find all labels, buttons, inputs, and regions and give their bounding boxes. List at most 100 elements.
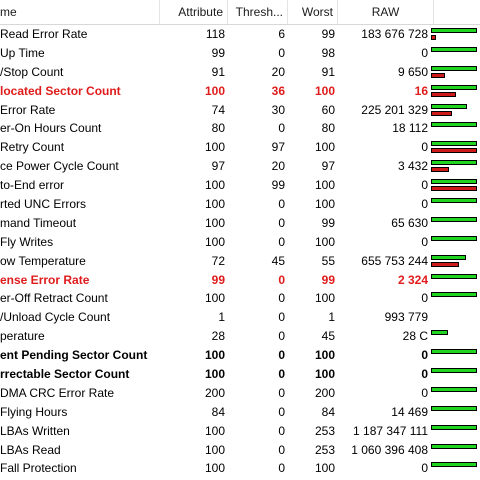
raw-value-cell: 18 112	[392, 121, 428, 136]
worst-cell: 98	[321, 45, 335, 60]
table-row[interactable]: ense Error Rate 99 0 99 2 324	[0, 271, 480, 290]
health-bar	[431, 443, 477, 449]
table-row[interactable]: Fall Protection 100 0 100 0	[0, 459, 480, 478]
raw-value-cell: 0	[421, 45, 428, 60]
table-row[interactable]: /Unload Cycle Count 1 0 1 993 779	[0, 308, 480, 327]
column-header-name[interactable]: me	[0, 0, 160, 24]
table-row[interactable]: to-End error 100 99 100 0	[0, 176, 480, 195]
table-row[interactable]: LBAs Read 100 0 253 1 060 396 408	[0, 441, 480, 460]
worst-cell: 100	[314, 140, 335, 155]
table-row[interactable]: ent Pending Sector Count 100 0 100 0	[0, 346, 480, 365]
status-bars-cell	[430, 422, 480, 441]
table-row[interactable]: ce Power Cycle Count 97 20 97 3 432	[0, 157, 480, 176]
table-row[interactable]: Error Rate 74 30 60 225 201 329	[0, 101, 480, 120]
column-header-status-bar[interactable]	[434, 0, 480, 24]
worst-cell: 100	[314, 234, 335, 249]
status-bars-cell	[430, 308, 480, 327]
worst-cell: 100	[314, 348, 335, 363]
attribute-name-cell: Read Error Rate	[0, 27, 88, 41]
attribute-value-cell: 100	[204, 367, 225, 382]
risk-bar	[431, 167, 449, 173]
worst-cell: 97	[321, 159, 335, 174]
column-header-worst[interactable]: Worst	[288, 0, 338, 24]
worst-cell: 99	[321, 215, 335, 230]
threshold-cell: 0	[278, 329, 285, 344]
raw-value-cell: 0	[421, 140, 428, 155]
attribute-name-cell: DMA CRC Error Rate	[0, 385, 115, 400]
threshold-cell: 0	[278, 121, 285, 136]
table-row[interactable]: rrectable Sector Count 100 0 100 0	[0, 365, 480, 384]
table-row[interactable]: perature 28 0 45 28 C	[0, 327, 480, 346]
raw-value-cell: 655 753 244	[361, 253, 428, 268]
attribute-name-cell: er-On Hours Count	[0, 121, 102, 136]
threshold-cell: 0	[278, 461, 285, 476]
worst-cell: 99	[321, 272, 335, 287]
worst-cell: 91	[321, 64, 335, 79]
threshold-cell: 0	[278, 404, 285, 419]
table-row[interactable]: er-On Hours Count 80 0 80 18 112	[0, 119, 480, 138]
raw-value-cell: 183 676 728	[361, 27, 428, 41]
raw-value-cell: 0	[421, 178, 428, 193]
attribute-value-cell: 200	[204, 385, 225, 400]
table-row[interactable]: located Sector Count 100 36 100 16	[0, 82, 480, 101]
threshold-cell: 0	[278, 367, 285, 382]
attribute-value-cell: 100	[204, 178, 225, 193]
worst-cell: 100	[314, 367, 335, 382]
health-bar	[431, 368, 477, 374]
health-bar	[431, 254, 466, 260]
attribute-name-cell: Retry Count	[0, 140, 65, 155]
column-header-threshold[interactable]: Thresh...	[228, 0, 288, 24]
attribute-value-cell: 100	[204, 348, 225, 363]
attribute-name-cell: ent Pending Sector Count	[0, 348, 148, 363]
status-bars-cell	[430, 289, 480, 308]
raw-value-cell: 9 650	[397, 64, 428, 79]
table-row[interactable]: mand Timeout 100 0 99 65 630	[0, 214, 480, 233]
health-bar	[431, 405, 477, 411]
status-bars-cell	[430, 214, 480, 233]
attribute-name-cell: Fall Protection	[0, 461, 77, 476]
table-row[interactable]: Retry Count 100 97 100 0	[0, 138, 480, 157]
threshold-cell: 20	[271, 64, 285, 79]
raw-value-cell: 65 630	[391, 215, 428, 230]
column-header-attribute[interactable]: Attribute	[160, 0, 228, 24]
attribute-value-cell: 100	[204, 461, 225, 476]
health-bar	[431, 122, 477, 128]
table-row[interactable]: Read Error Rate 118 6 99 183 676 728	[0, 25, 480, 44]
table-row[interactable]: er-Off Retract Count 100 0 100 0	[0, 289, 480, 308]
threshold-cell: 6	[278, 27, 285, 41]
health-bar	[431, 179, 477, 185]
threshold-cell: 99	[271, 178, 285, 193]
worst-cell: 60	[321, 102, 335, 117]
table-row[interactable]: Fly Writes 100 0 100 0	[0, 233, 480, 252]
threshold-cell: 0	[278, 197, 285, 212]
attribute-value-cell: 99	[211, 272, 225, 287]
status-bars-cell	[430, 63, 480, 82]
table-row[interactable]: Up Time 99 0 98 0	[0, 44, 480, 63]
table-row[interactable]: LBAs Written 100 0 253 1 187 347 111	[0, 422, 480, 441]
attribute-value-cell: 100	[204, 83, 225, 98]
attribute-name-cell: Flying Hours	[0, 404, 68, 419]
attribute-name-cell: mand Timeout	[0, 215, 77, 230]
status-bars-cell	[430, 346, 480, 365]
table-row[interactable]: ow Temperature 72 45 55 655 753 244	[0, 252, 480, 271]
risk-bar	[431, 148, 477, 154]
table-row[interactable]: /Stop Count 91 20 91 9 650	[0, 63, 480, 82]
health-bar	[431, 46, 477, 52]
raw-value-cell: 3 432	[397, 159, 428, 174]
attribute-value-cell: 100	[204, 140, 225, 155]
raw-value-cell: 0	[421, 197, 428, 212]
raw-value-cell: 0	[421, 461, 428, 476]
table-row[interactable]: rted UNC Errors 100 0 100 0	[0, 195, 480, 214]
attribute-name-cell: LBAs Written	[0, 423, 70, 438]
threshold-cell: 0	[278, 291, 285, 306]
risk-bar	[431, 91, 456, 97]
table-row[interactable]: Flying Hours 84 0 84 14 469	[0, 403, 480, 422]
column-header-raw[interactable]: RAW	[338, 0, 434, 24]
threshold-cell: 0	[278, 442, 285, 457]
risk-bar	[431, 261, 459, 267]
table-row[interactable]: DMA CRC Error Rate 200 0 200 0	[0, 384, 480, 403]
raw-value-cell: 1 187 347 111	[353, 423, 428, 438]
worst-cell: 253	[314, 442, 335, 457]
attribute-name-cell: ce Power Cycle Count	[0, 159, 119, 174]
attribute-value-cell: 91	[211, 64, 225, 79]
